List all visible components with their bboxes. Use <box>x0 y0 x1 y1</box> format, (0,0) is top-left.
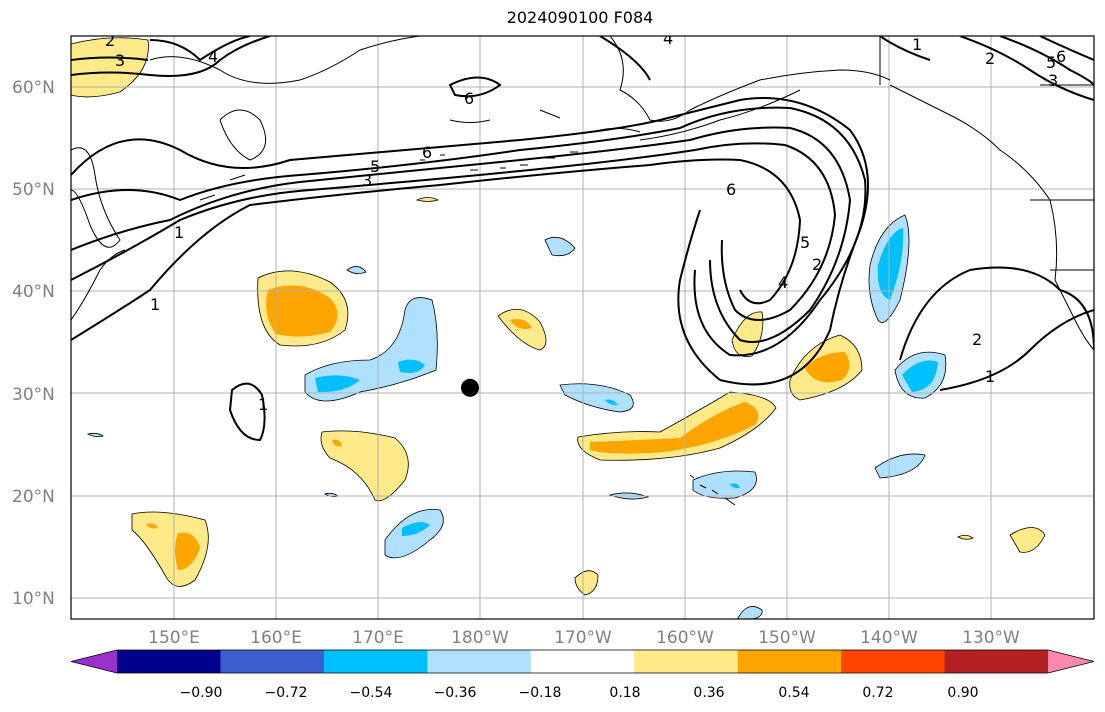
colorbar-extend-low <box>71 650 117 673</box>
lon-label: 170°E <box>352 628 404 648</box>
lat-label: 40°N <box>12 282 55 302</box>
colorbar-segment <box>220 650 325 673</box>
colorbar-outline <box>70 649 1095 674</box>
lon-label: 160°W <box>656 628 714 648</box>
colorbar-segment <box>737 650 842 673</box>
height-contours <box>71 36 1094 442</box>
lat-label: 10°N <box>12 589 55 609</box>
colorbar-tick-label: 0.90 <box>947 685 978 701</box>
latitude-labels: 10°N 20°N 30°N 40°N 50°N 60°N <box>12 78 55 609</box>
map-plot-area: 2 3 4 6 1 5 3 6 6 5 4 2 1 1 2 1 1 2 3 5 … <box>71 29 1094 619</box>
lon-label: 150°E <box>148 628 200 648</box>
contour-label: 4 <box>208 47 218 66</box>
storm-center-marker <box>461 378 479 397</box>
colorbar-tick-label: −0.72 <box>265 685 308 701</box>
contour-label: 1 <box>174 223 184 242</box>
contour-label: 6 <box>726 180 736 199</box>
map-frame <box>70 35 1095 620</box>
contour-label: 5 <box>370 157 380 176</box>
contour-label: 1 <box>150 295 160 314</box>
colorbar-tick-labels: −0.90 −0.72 −0.54 −0.36 −0.18 0.18 0.36 … <box>180 685 979 701</box>
colorbar: −0.90 −0.72 −0.54 −0.36 −0.18 0.18 0.36 … <box>70 649 1095 701</box>
lon-label: 180°W <box>451 628 509 648</box>
colorbar-segment <box>427 650 532 673</box>
colorbar-tick-label: 0.18 <box>609 685 640 701</box>
contour-label: 2 <box>812 255 822 274</box>
coastlines <box>71 36 1094 506</box>
longitude-labels: 150°E 160°E 170°E 180°W 170°W 160°W 150°… <box>148 628 1020 648</box>
contour-label: 1 <box>258 395 268 414</box>
contour-label: 1 <box>985 367 995 386</box>
colorbar-segment <box>530 650 635 673</box>
lon-label: 170°W <box>554 628 612 648</box>
colorbar-tick-label: −0.54 <box>350 685 393 701</box>
colorbar-tick-label: 0.36 <box>693 685 724 701</box>
contour-label: 3 <box>362 171 372 190</box>
lat-label: 60°N <box>12 78 55 98</box>
contour-label: 2 <box>105 31 115 50</box>
colorbar-tick-label: 0.72 <box>862 685 893 701</box>
map-title: 2024090100 F084 <box>506 8 654 27</box>
graticule <box>71 36 1094 619</box>
lat-label: 50°N <box>12 180 55 200</box>
contour-labels: 2 3 4 6 1 5 3 6 6 5 4 2 1 1 2 1 1 2 3 5 … <box>105 29 1066 414</box>
colorbar-tick-label: 0.54 <box>778 685 809 701</box>
lon-label: 130°W <box>962 628 1020 648</box>
lat-label: 20°N <box>12 487 55 507</box>
lat-label: 30°N <box>12 385 55 405</box>
shaded-anomaly-fields <box>71 37 1046 619</box>
colorbar-tick-label: −0.90 <box>180 685 223 701</box>
colorbar-segment <box>323 650 428 673</box>
colorbar-segment <box>841 650 946 673</box>
colorbar-extend-high <box>1048 650 1094 673</box>
contour-label: 5 <box>800 233 810 252</box>
contour-label: 6 <box>422 143 432 162</box>
contour-label: 6 <box>1056 47 1066 66</box>
contour-label: 6 <box>464 89 474 108</box>
lon-label: 160°E <box>250 628 302 648</box>
contour-label: 4 <box>663 29 673 48</box>
contour-label: 4 <box>778 273 788 292</box>
colorbar-segment <box>117 650 221 673</box>
lon-label: 150°W <box>758 628 816 648</box>
contour-label: 5 <box>1046 53 1056 72</box>
lon-label: 140°W <box>860 628 918 648</box>
contour-label: 2 <box>972 330 982 349</box>
contour-label: 3 <box>115 51 125 70</box>
colorbar-tick-label: −0.18 <box>519 685 562 701</box>
contour-label: 2 <box>985 49 995 68</box>
colorbar-segments <box>70 649 1095 674</box>
colorbar-tick-label: −0.36 <box>434 685 477 701</box>
contour-label: 3 <box>1048 71 1058 90</box>
colorbar-segment <box>944 650 1049 673</box>
colorbar-segment <box>634 650 739 673</box>
contour-label: 1 <box>912 35 922 54</box>
